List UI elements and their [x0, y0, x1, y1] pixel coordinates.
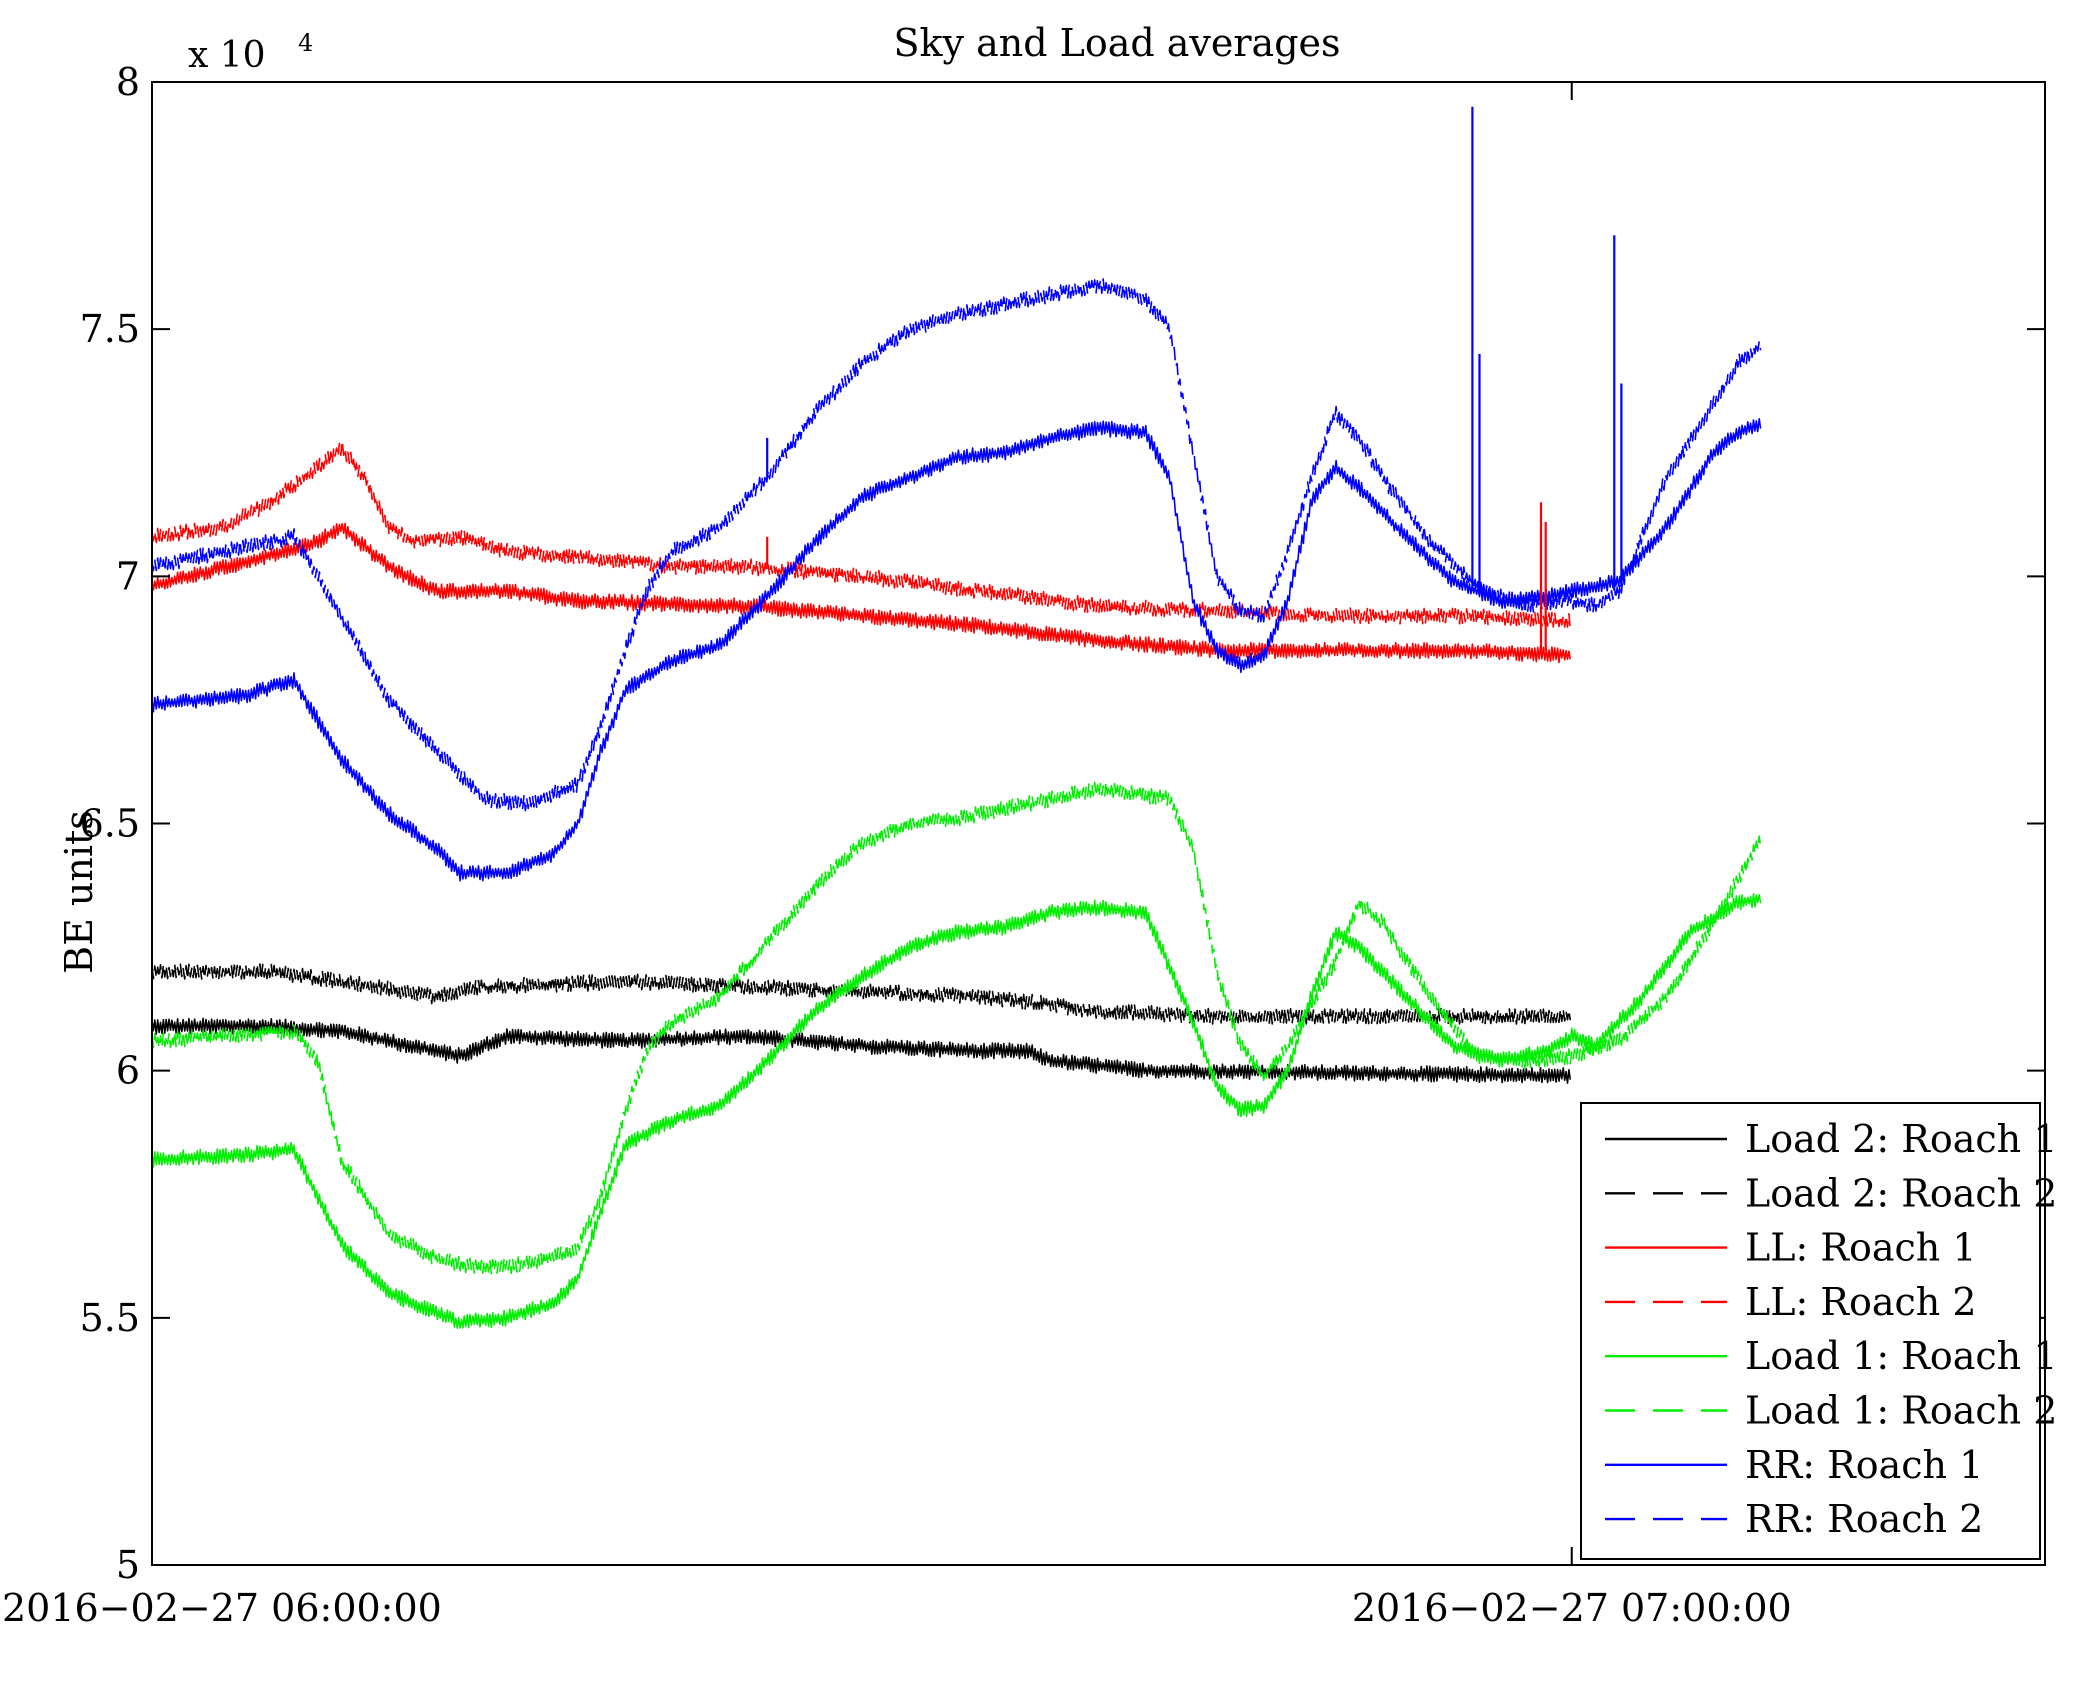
- chart-title: Sky and Load averages: [893, 21, 1340, 65]
- x-tick-label: 2016−02−27 07:00:00: [1352, 1586, 1792, 1630]
- legend-box: [1580, 1102, 2041, 1560]
- y-multiplier: x 10 4: [188, 29, 313, 76]
- legend-label: Load 2: Roach 2: [1745, 1171, 2057, 1215]
- series-line-load-1-roach-2: [151, 781, 1762, 1275]
- y-tick-label: 6: [116, 1049, 140, 1093]
- legend-item-ll-roach-2: LL: Roach 2: [1605, 1280, 1977, 1324]
- legend-item-rr-roach-2: RR: Roach 2: [1605, 1497, 1983, 1541]
- series-line-load-2-roach-1: [151, 1017, 1572, 1084]
- x-tick-label: 2016−02−27 06:00:00: [2, 1586, 442, 1630]
- series-line-ll-roach-2: [151, 440, 1572, 629]
- legend-label: RR: Roach 1: [1745, 1443, 1983, 1487]
- series-layer: [151, 106, 1762, 1329]
- y-tick-label: 8: [116, 60, 140, 104]
- y-axis-label: BE units: [57, 810, 101, 974]
- series-line-load-2-roach-2: [151, 963, 1572, 1025]
- legend-label: LL: Roach 1: [1745, 1226, 1977, 1270]
- ticks-layer: 5 5.5 6 6.5 7 7.5 8 2016−02−27 06:00:00 2016−02−…: [2, 60, 2045, 1630]
- legend-label: RR: Roach 2: [1745, 1497, 1983, 1541]
- legend-item-load-1-roach-2: Load 1: Roach 2: [1605, 1389, 2057, 1433]
- legend-label: Load 1: Roach 2: [1745, 1389, 2057, 1433]
- legend-item-load-2-roach-1: Load 2: Roach 1: [1605, 1117, 2057, 1161]
- y-tick-label: 7: [116, 554, 140, 598]
- y-tick-label: 5.5: [80, 1296, 140, 1340]
- legend-item-rr-roach-1: RR: Roach 1: [1605, 1443, 1983, 1487]
- y-multiplier-base: x 10: [188, 35, 266, 76]
- legend-item-load-2-roach-2: Load 2: Roach 2: [1605, 1171, 2057, 1215]
- series-line-ll-roach-1: [151, 522, 1572, 664]
- legend-item-load-1-roach-1: Load 1: Roach 1: [1605, 1334, 2057, 1378]
- legend-label: Load 2: Roach 1: [1745, 1117, 2057, 1161]
- y-multiplier-exponent: 4: [298, 29, 313, 57]
- legend: Load 2: Roach 1 Load 2: Roach 2 LL: Roach …: [1580, 1102, 2057, 1560]
- y-tick-label: 6.5: [80, 802, 140, 846]
- legend-item-ll-roach-1: LL: Roach 1: [1605, 1226, 1977, 1270]
- legend-label: LL: Roach 2: [1745, 1280, 1977, 1324]
- legend-label: Load 1: Roach 1: [1745, 1334, 2057, 1378]
- y-tick-label: 5: [116, 1543, 140, 1587]
- series-line-rr-roach-2: [151, 277, 1762, 812]
- y-tick-label: 7.5: [80, 307, 140, 351]
